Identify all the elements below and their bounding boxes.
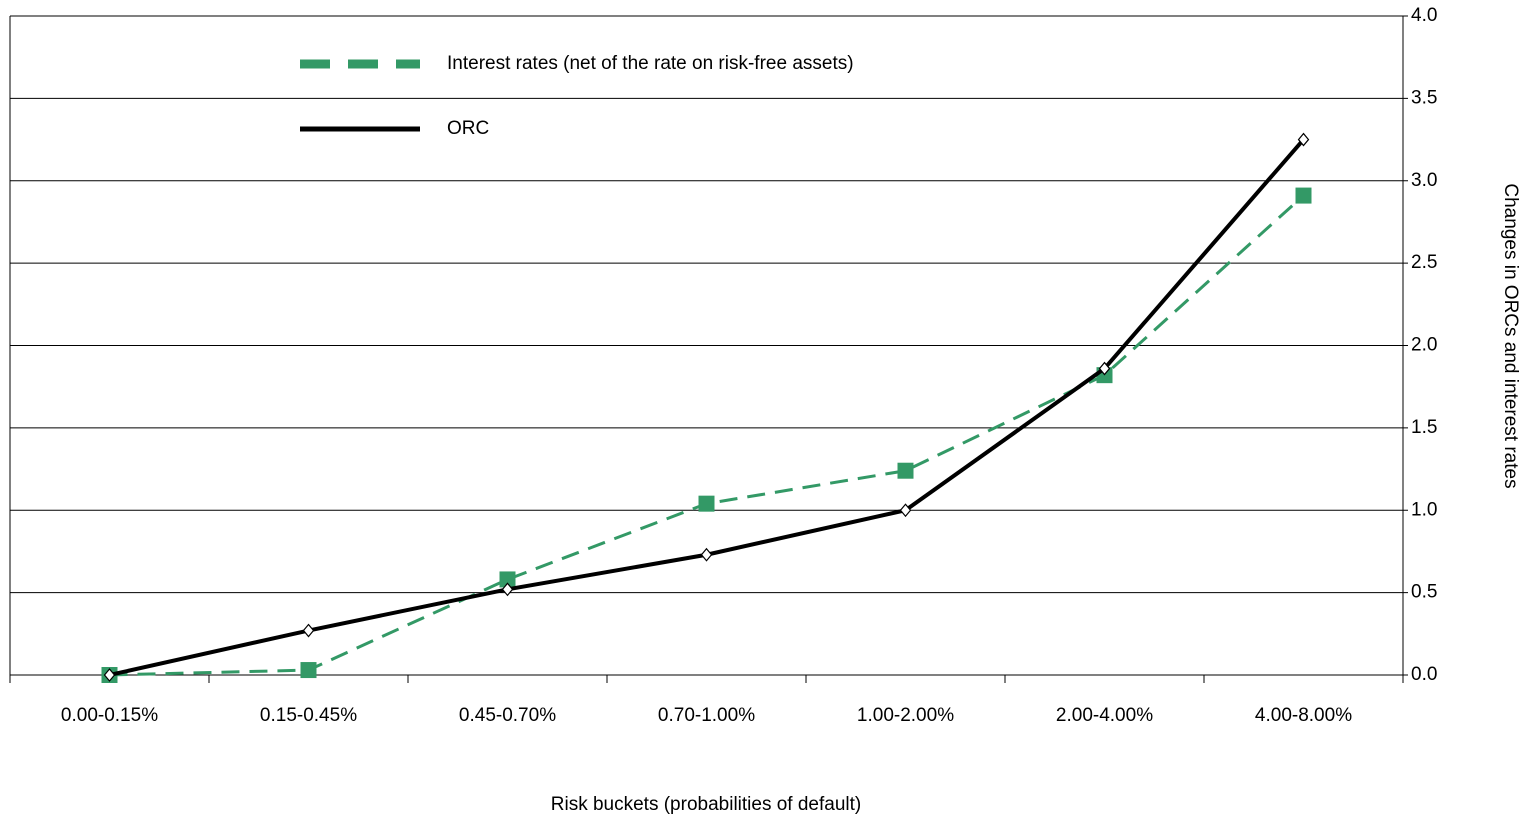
legend-label: ORC bbox=[447, 118, 489, 139]
point-marker bbox=[700, 547, 713, 562]
y-axis-title: Changes in ORCs and interest rates bbox=[1500, 183, 1521, 488]
x-tick-label: 0.15-0.45% bbox=[260, 705, 357, 726]
series-line bbox=[109, 138, 1306, 677]
series-line bbox=[109, 194, 1305, 677]
point-marker bbox=[899, 503, 912, 518]
y-tick-label: 1.0 bbox=[1411, 499, 1437, 520]
x-tick-label: 0.45-0.70% bbox=[459, 705, 556, 726]
y-tick-label: 0.0 bbox=[1411, 664, 1437, 685]
point-marker bbox=[501, 582, 514, 597]
legend-label: Interest rates (net of the rate on risk-… bbox=[447, 53, 854, 74]
x-axis-title: Risk buckets (probabilities of default) bbox=[551, 794, 861, 815]
point-marker bbox=[1295, 187, 1312, 204]
y-tick-label: 3.0 bbox=[1411, 170, 1437, 191]
point-marker bbox=[698, 495, 715, 512]
y-tick-label: 3.5 bbox=[1411, 87, 1437, 108]
y-tick-label: 1.5 bbox=[1411, 417, 1437, 438]
x-tick-label: 4.00-8.00% bbox=[1255, 705, 1352, 726]
point-marker bbox=[1098, 361, 1111, 376]
point-marker bbox=[1297, 132, 1310, 147]
point-marker bbox=[302, 623, 315, 638]
point-marker bbox=[499, 571, 516, 588]
x-tick-label: 0.70-1.00% bbox=[658, 705, 755, 726]
point-marker bbox=[897, 462, 914, 479]
y-tick-label: 4.0 bbox=[1411, 5, 1437, 26]
x-tick-label: 2.00-4.00% bbox=[1056, 705, 1153, 726]
y-tick-label: 2.0 bbox=[1411, 335, 1437, 356]
y-tick-label: 2.5 bbox=[1411, 252, 1437, 273]
x-tick-label: 0.00-0.15% bbox=[61, 705, 158, 726]
x-tick-label: 1.00-2.00% bbox=[857, 705, 954, 726]
y-tick-label: 0.5 bbox=[1411, 582, 1437, 603]
point-marker bbox=[103, 668, 116, 682]
point-marker bbox=[300, 662, 317, 679]
